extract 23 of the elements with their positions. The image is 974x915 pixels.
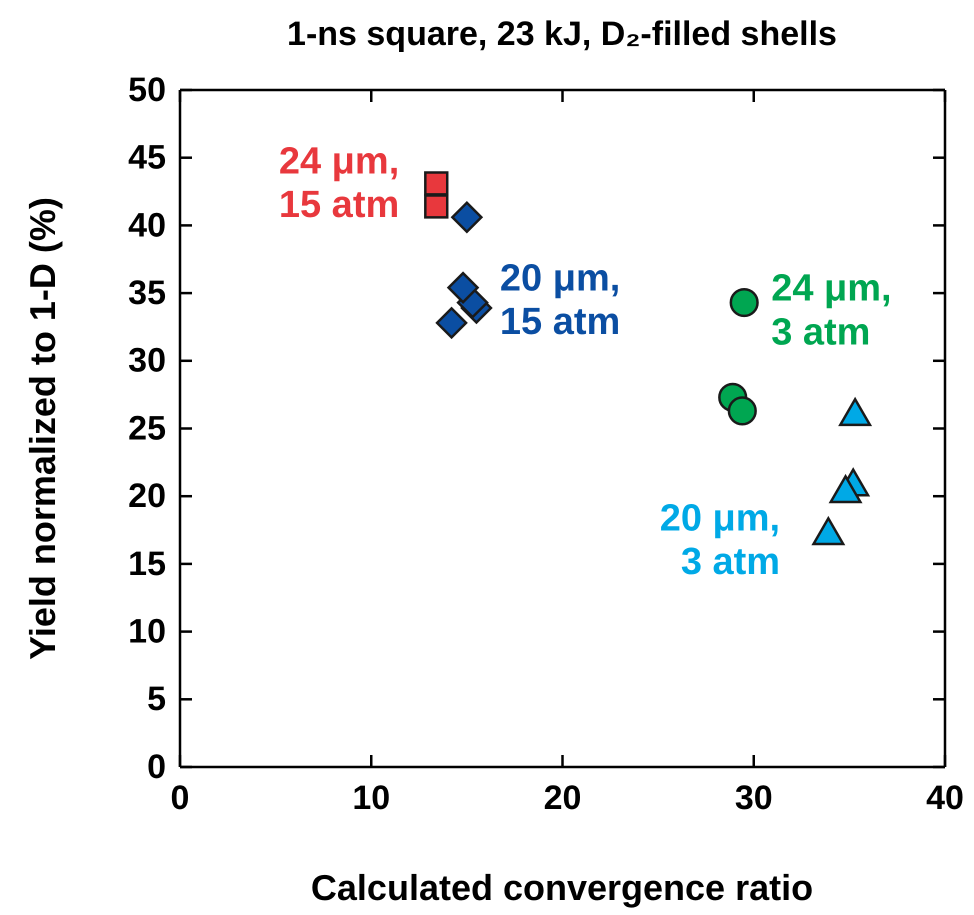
y-tick-label: 50 bbox=[128, 70, 166, 109]
x-tick-label: 10 bbox=[352, 779, 390, 818]
y-tick-label: 10 bbox=[128, 612, 166, 650]
series-label: 20 μm, 15 atm bbox=[500, 257, 620, 343]
y-tick-label: 40 bbox=[128, 206, 166, 244]
y-tick-label: 35 bbox=[128, 274, 166, 312]
chart-title: 1-ns square, 23 kJ, D₂-filled shells bbox=[287, 15, 837, 53]
y-tick-label: 20 bbox=[128, 477, 166, 516]
y-tick-label: 45 bbox=[128, 138, 166, 177]
series-label: 24 μm, 15 atm bbox=[278, 140, 400, 226]
y-tick-label: 5 bbox=[147, 680, 166, 718]
series-label: 24 μm, 3 atm bbox=[771, 268, 892, 354]
y-tick-label: 30 bbox=[128, 342, 166, 380]
y-tick-label: 25 bbox=[128, 409, 166, 448]
series-label: 20 μm, 3 atm bbox=[660, 497, 780, 584]
y-axis-title: Yield normalized to 1-D (%) bbox=[22, 197, 63, 660]
y-tick-label: 0 bbox=[147, 748, 166, 786]
x-tick-label: 20 bbox=[544, 779, 582, 818]
x-axis-title: Calculated convergence ratio bbox=[310, 867, 814, 908]
x-tick-label: 40 bbox=[926, 779, 964, 818]
x-tick-label: 30 bbox=[734, 779, 773, 818]
x-tick-label: 0 bbox=[170, 779, 190, 818]
y-tick-label: 15 bbox=[128, 544, 166, 583]
